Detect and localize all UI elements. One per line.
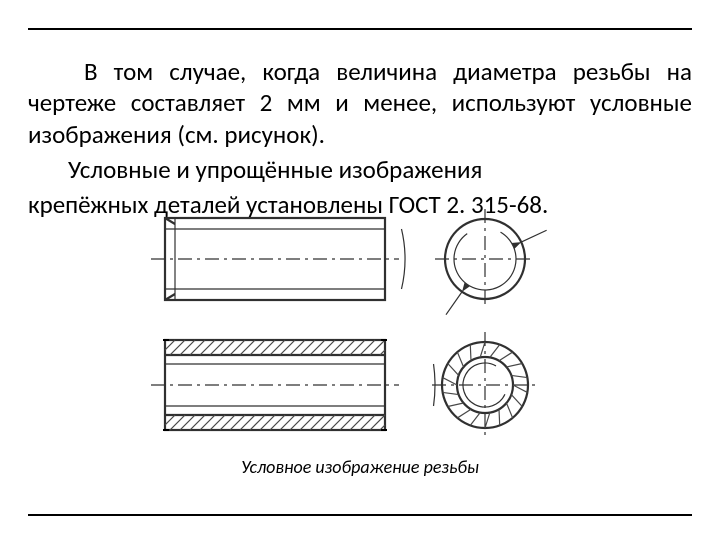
figure-area: Условное изображение резьбы — [0, 200, 720, 478]
paragraph-1: В том случае, когда величина диаметра ре… — [28, 56, 692, 150]
figure-caption: Условное изображение резьбы — [0, 456, 720, 478]
paragraph-2-line-1: Условные и упрощённые изображения — [28, 154, 692, 185]
technical-drawing — [145, 200, 575, 450]
